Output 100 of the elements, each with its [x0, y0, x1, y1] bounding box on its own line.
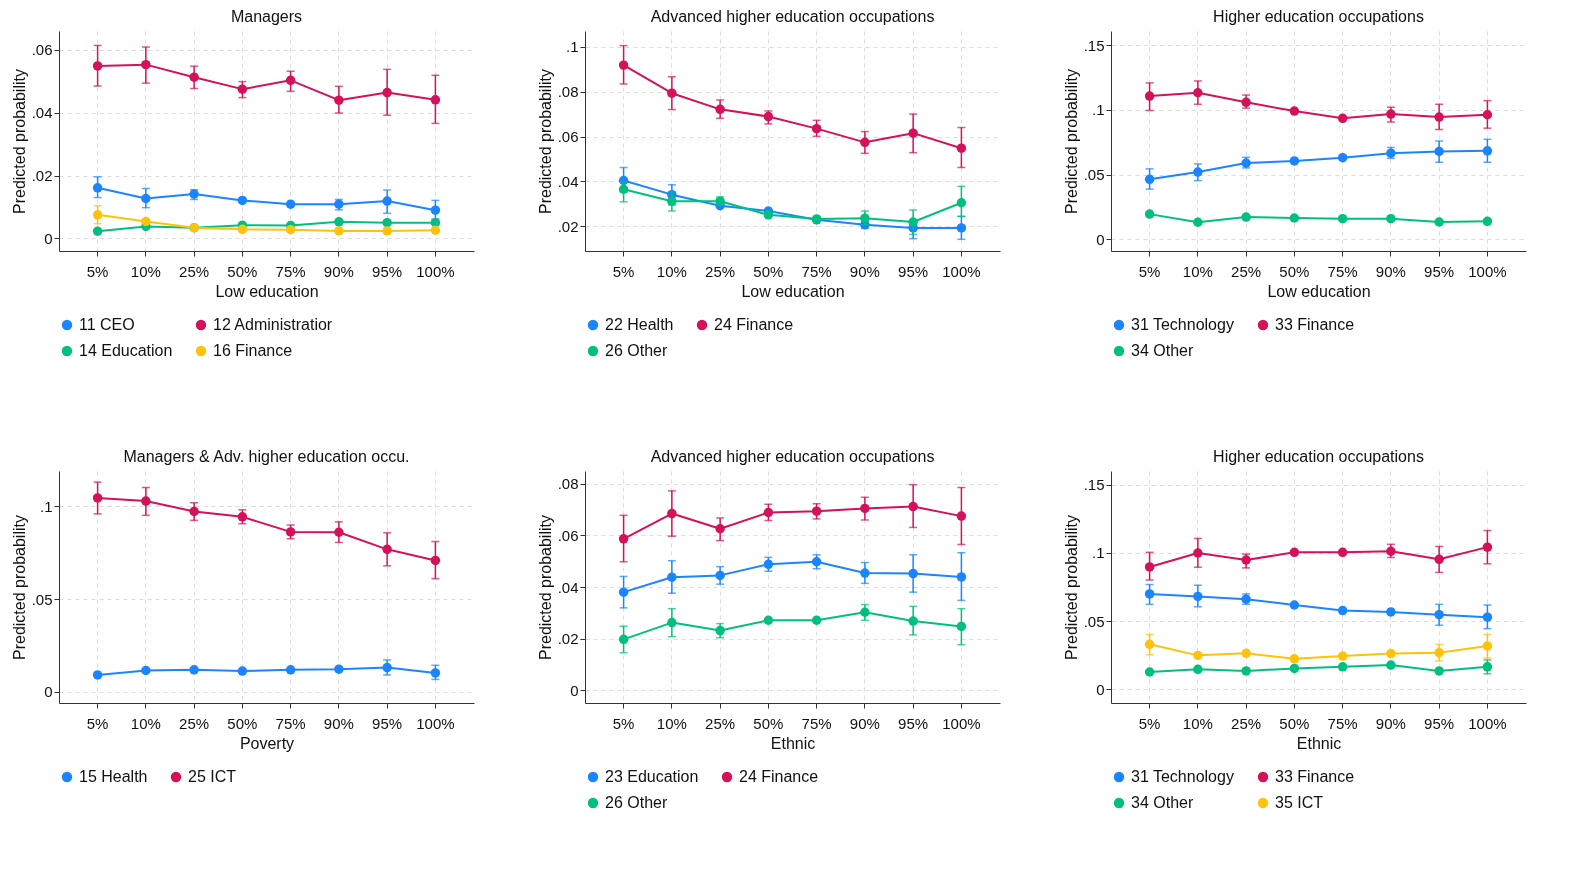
x-tick-label: 50% [1279, 714, 1310, 732]
y-tick-label: 0 [44, 683, 53, 701]
legend-label: 22 Health [605, 316, 674, 333]
x-tick-label: 100% [1468, 262, 1507, 280]
y-tick-label: 0 [1096, 230, 1105, 248]
point [1337, 213, 1348, 224]
point [811, 615, 822, 625]
y-tick-label: 0 [44, 229, 53, 247]
point [1337, 152, 1348, 163]
x-tick-label: 90% [849, 262, 880, 280]
x-tick-label: 95% [372, 262, 403, 280]
x-tick-label: 95% [1424, 714, 1455, 732]
x-tick-label: 10% [1182, 714, 1213, 732]
point [1193, 217, 1203, 227]
x-tick-label: 90% [1375, 262, 1406, 280]
x-tick-label: 5% [1138, 262, 1161, 280]
point [1289, 600, 1300, 610]
point [1193, 650, 1203, 661]
y-tick-label: .02 [557, 630, 579, 648]
chart-title: Higher education occupations [1213, 448, 1424, 465]
point [189, 665, 199, 675]
x-tick-label: 75% [275, 714, 306, 732]
point [1386, 648, 1396, 659]
y-tick-label: .04 [557, 172, 579, 190]
x-tick-label: 10% [1182, 262, 1213, 280]
point [1337, 547, 1348, 558]
point [237, 666, 248, 676]
legend-label: 26 Other [605, 342, 668, 359]
x-axis-title: Poverty [239, 734, 295, 752]
chart-title: Higher education occupations [1213, 8, 1424, 25]
point [1386, 607, 1396, 617]
legend-label: 25 ICT [188, 768, 237, 785]
y-tick-label: .1 [1091, 544, 1105, 562]
point [334, 217, 344, 227]
legend-label: 26 Other [605, 794, 668, 811]
y-axis-title: Predicted probability [10, 515, 28, 660]
x-axis-title: Ethnic [770, 734, 816, 752]
x-tick-label: 25% [1231, 262, 1262, 280]
point [285, 224, 296, 235]
x-tick-label: 10% [130, 714, 161, 732]
y-axis-title: Predicted probability [1062, 69, 1080, 214]
y-tick-label: .04 [557, 578, 579, 596]
y-axis-title: Predicted probability [10, 69, 28, 214]
x-tick-label: 25% [1231, 714, 1262, 732]
x-tick-label: 95% [372, 714, 403, 732]
x-tick-label: 100% [942, 714, 981, 732]
y-tick-label: .1 [1091, 101, 1105, 119]
point [1289, 663, 1300, 674]
point [763, 210, 774, 220]
chart-title: Advanced higher education occupations [650, 8, 935, 25]
x-tick-label: 75% [1327, 262, 1358, 280]
x-tick-label: 10% [130, 262, 161, 280]
x-tick-label: 5% [612, 714, 635, 732]
y-tick-label: .02 [31, 167, 53, 185]
legend-label: 33 Finance [1275, 768, 1355, 785]
x-tick-label: 90% [323, 262, 354, 280]
point [1289, 547, 1300, 558]
point [92, 226, 103, 236]
y-tick-label: .06 [31, 41, 53, 59]
x-tick-label: 95% [898, 714, 929, 732]
legend-label: 33 Finance [1275, 316, 1355, 333]
point [1289, 156, 1300, 166]
x-tick-label: 50% [753, 262, 784, 280]
point [237, 224, 248, 235]
x-tick-label: 100% [416, 262, 455, 280]
chart-title: Managers [230, 8, 303, 25]
point [1337, 651, 1348, 661]
y-tick-label: .1 [565, 38, 579, 56]
chart-title: Advanced higher education occupations [650, 448, 935, 465]
y-axis-title: Predicted probability [536, 69, 554, 214]
y-tick-label: .08 [557, 83, 579, 101]
x-tick-label: 95% [898, 262, 929, 280]
x-tick-label: 5% [612, 262, 635, 280]
y-tick-label: 0 [1096, 680, 1105, 698]
point [285, 665, 296, 675]
x-tick-label: 75% [1327, 714, 1358, 732]
point [92, 670, 103, 680]
point [1144, 209, 1155, 219]
y-axis-title: Predicted probability [536, 515, 554, 660]
point [1337, 662, 1348, 672]
x-tick-label: 5% [86, 714, 109, 732]
point [1193, 664, 1203, 675]
chart-title: Managers & Adv. higher education occu. [123, 448, 410, 465]
point [334, 664, 344, 674]
point [334, 226, 344, 236]
y-tick-label: .15 [1083, 36, 1105, 54]
x-tick-label: 100% [942, 262, 981, 280]
x-tick-label: 25% [705, 262, 736, 280]
legend-label: 15 Health [79, 768, 148, 785]
point [1144, 667, 1155, 677]
x-tick-label: 50% [227, 714, 258, 732]
legend-label: 34 Other [1131, 794, 1194, 811]
legend-label: 23 Education [605, 768, 699, 785]
x-tick-label: 5% [1138, 714, 1161, 732]
legend-label: 14 Education [79, 342, 173, 359]
x-tick-label: 95% [1424, 262, 1455, 280]
y-tick-label: .04 [31, 104, 53, 122]
legend-label: 16 Finance [213, 342, 293, 359]
x-tick-label: 75% [275, 262, 306, 280]
y-tick-label: .06 [557, 128, 579, 146]
